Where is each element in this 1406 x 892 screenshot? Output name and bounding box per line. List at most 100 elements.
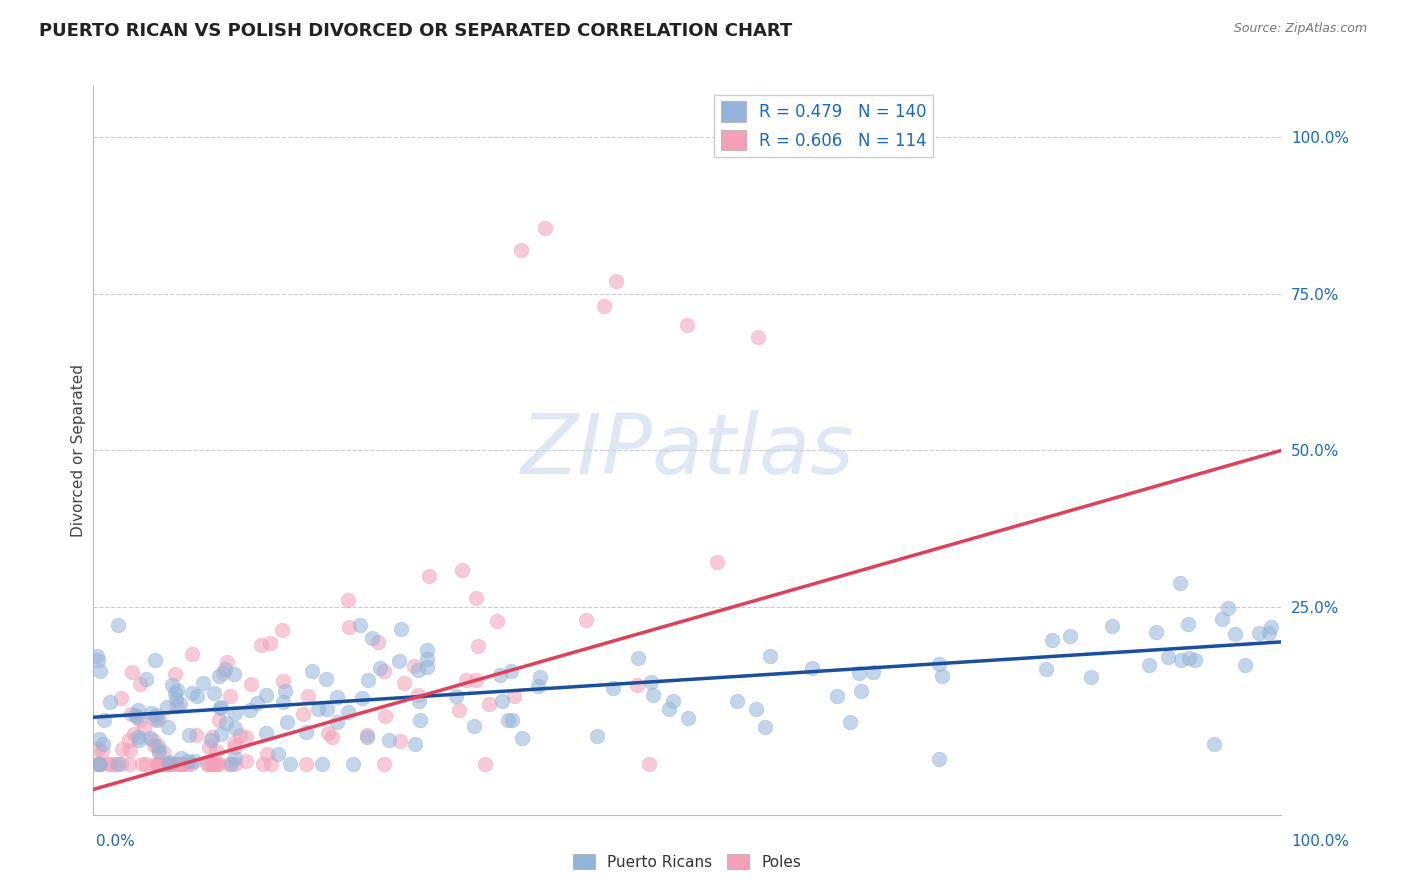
Point xyxy=(160,678,183,692)
Point xyxy=(278,757,301,772)
Point xyxy=(1247,625,1270,640)
Point xyxy=(1146,624,1168,639)
Point xyxy=(146,739,169,753)
Point xyxy=(207,669,229,683)
Point xyxy=(254,688,277,702)
Point xyxy=(758,648,780,663)
Point xyxy=(135,672,157,686)
Point xyxy=(89,757,111,772)
Point xyxy=(163,757,186,772)
Point xyxy=(1059,630,1081,644)
Point xyxy=(159,755,181,769)
Point xyxy=(602,681,624,695)
Point xyxy=(86,648,108,663)
Point xyxy=(449,703,471,717)
Point xyxy=(270,624,292,638)
Point xyxy=(124,708,146,723)
Text: ZIPatlas: ZIPatlas xyxy=(520,410,853,491)
Point xyxy=(87,653,110,667)
Point xyxy=(378,732,401,747)
Point xyxy=(356,673,378,687)
Point xyxy=(373,756,395,771)
Point xyxy=(205,757,228,772)
Point xyxy=(107,617,129,632)
Point xyxy=(368,660,391,674)
Point xyxy=(87,732,110,747)
Point xyxy=(862,665,884,679)
Point xyxy=(367,634,389,648)
Point xyxy=(208,713,231,727)
Point xyxy=(496,713,519,727)
Text: 0.0%: 0.0% xyxy=(96,834,135,849)
Point xyxy=(252,757,274,772)
Point xyxy=(165,691,187,706)
Point xyxy=(404,659,426,673)
Point xyxy=(209,727,232,741)
Point xyxy=(463,719,485,733)
Point xyxy=(406,663,429,677)
Point xyxy=(224,739,246,754)
Point xyxy=(254,726,277,740)
Point xyxy=(801,661,824,675)
Point xyxy=(107,757,129,772)
Point xyxy=(744,702,766,716)
Point xyxy=(418,569,440,583)
Point xyxy=(218,757,240,772)
Point xyxy=(91,737,114,751)
Point xyxy=(394,675,416,690)
Point xyxy=(754,720,776,734)
Point xyxy=(83,757,105,772)
Point xyxy=(839,715,862,730)
Point xyxy=(271,674,294,689)
Point xyxy=(825,689,848,703)
Point xyxy=(127,730,149,744)
Point xyxy=(388,654,411,668)
Point xyxy=(239,703,262,717)
Point xyxy=(641,688,664,702)
Point xyxy=(128,732,150,747)
Point xyxy=(301,665,323,679)
Point xyxy=(148,745,170,759)
Point xyxy=(180,757,202,772)
Text: Source: ZipAtlas.com: Source: ZipAtlas.com xyxy=(1233,22,1367,36)
Point xyxy=(169,697,191,711)
Point xyxy=(416,652,439,666)
Point xyxy=(307,702,329,716)
Point xyxy=(638,757,661,772)
Point xyxy=(356,730,378,744)
Point xyxy=(163,666,186,681)
Point xyxy=(135,757,157,772)
Point xyxy=(1080,670,1102,684)
Point xyxy=(87,757,110,772)
Point xyxy=(148,757,170,772)
Point xyxy=(166,757,188,772)
Point xyxy=(276,714,298,729)
Point xyxy=(172,757,194,772)
Point xyxy=(152,745,174,759)
Point xyxy=(200,757,222,772)
Point xyxy=(152,757,174,772)
Text: PUERTO RICAN VS POLISH DIVORCED OR SEPARATED CORRELATION CHART: PUERTO RICAN VS POLISH DIVORCED OR SEPAR… xyxy=(39,22,793,40)
Point xyxy=(180,686,202,700)
Point xyxy=(98,757,121,772)
Point xyxy=(676,318,699,332)
Point xyxy=(104,757,127,772)
Point xyxy=(336,593,359,607)
Point xyxy=(311,757,333,772)
Point xyxy=(204,757,226,772)
Point xyxy=(224,721,246,735)
Point xyxy=(1211,611,1233,625)
Point xyxy=(197,757,219,772)
Point xyxy=(166,683,188,698)
Point xyxy=(526,679,548,693)
Point xyxy=(356,728,378,742)
Point xyxy=(166,699,188,714)
Point xyxy=(315,702,337,716)
Point xyxy=(678,711,700,725)
Point xyxy=(179,728,201,742)
Point xyxy=(321,730,343,744)
Point xyxy=(245,696,267,710)
Point xyxy=(374,709,396,723)
Point xyxy=(180,647,202,661)
Point xyxy=(640,675,662,690)
